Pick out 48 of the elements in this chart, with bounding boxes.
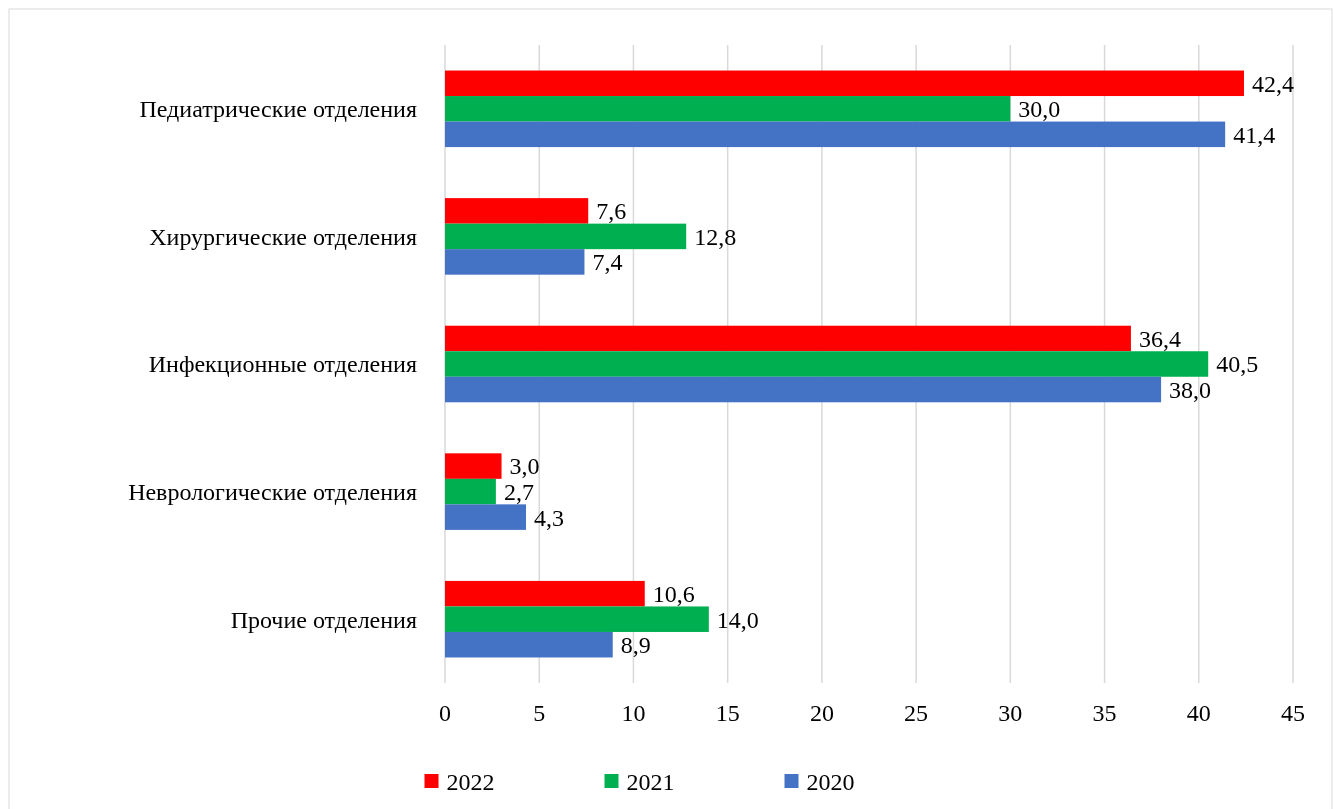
x-tick-label: 20 — [809, 700, 834, 726]
legend-label: 2022 — [446, 769, 495, 796]
bar — [445, 198, 589, 224]
x-tick-label: 30 — [998, 700, 1023, 726]
data-label: 12,8 — [694, 223, 737, 250]
x-tick-label: 25 — [904, 700, 929, 726]
y-tick-label: Инфекционные отделения — [148, 351, 417, 378]
bar — [445, 249, 585, 275]
data-label: 42,4 — [1252, 70, 1294, 97]
x-tick-label: 5 — [533, 700, 546, 726]
data-label: 14,0 — [716, 606, 759, 633]
x-tick-label: 15 — [715, 700, 740, 726]
bar — [445, 351, 1209, 377]
data-label: 7,4 — [592, 249, 623, 276]
data-label: 4,3 — [534, 504, 565, 531]
data-label: 8,9 — [620, 632, 651, 659]
data-label: 41,4 — [1233, 121, 1276, 148]
bar — [445, 121, 1226, 148]
bar — [445, 631, 613, 658]
y-tick-label: Прочие отделения — [230, 606, 417, 633]
data-label: 40,5 — [1216, 351, 1259, 378]
data-label: 36,4 — [1138, 325, 1181, 352]
y-tick-label: Педиатрические отделения — [139, 96, 417, 123]
bar — [445, 325, 1131, 352]
data-label: 10,6 — [652, 581, 695, 608]
bar — [445, 580, 645, 607]
bar — [445, 453, 502, 479]
data-label: 2,7 — [503, 479, 534, 505]
y-tick-label: Неврологические отделения — [128, 479, 417, 505]
x-tick-label: 0 — [439, 700, 451, 726]
x-tick-label: 35 — [1092, 700, 1117, 726]
bar — [445, 606, 709, 632]
data-label: 3,0 — [509, 453, 540, 480]
bar — [445, 223, 687, 250]
bar — [445, 478, 496, 505]
x-tick-label: 45 — [1281, 700, 1305, 726]
data-label: 7,6 — [596, 198, 627, 225]
legend-label: 2021 — [626, 769, 675, 796]
bar — [445, 70, 1244, 97]
bar — [445, 376, 1162, 403]
legend-label: 2020 — [806, 769, 855, 796]
bar — [445, 504, 527, 530]
data-label: 30,0 — [1018, 96, 1061, 123]
data-label: 38,0 — [1169, 376, 1212, 403]
x-tick-label: 40 — [1186, 700, 1211, 726]
y-tick-label: Хирургические отделения — [149, 223, 417, 250]
x-tick-label: 10 — [621, 700, 646, 726]
bar — [445, 96, 1011, 122]
